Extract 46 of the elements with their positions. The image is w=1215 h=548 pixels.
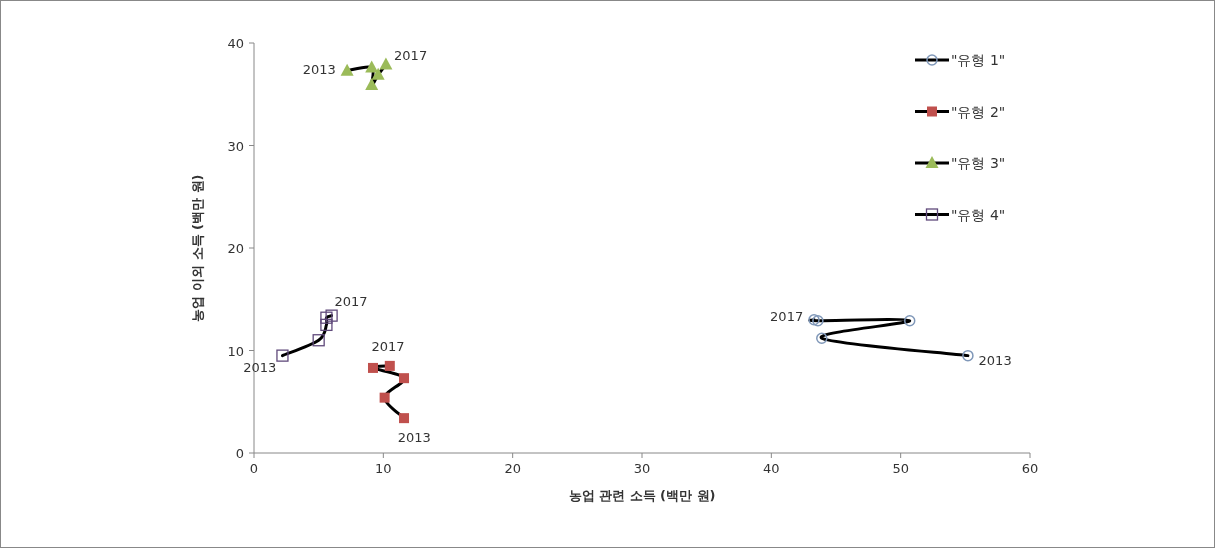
annotation: 2017 — [394, 48, 428, 64]
point — [384, 360, 395, 371]
point — [379, 57, 393, 70]
y-tick-label: 40 — [227, 36, 244, 51]
point — [325, 309, 338, 322]
point — [320, 311, 333, 324]
point — [816, 332, 828, 344]
y-tick-label: 30 — [227, 138, 244, 154]
x-tick-label: 40 — [763, 461, 780, 476]
x-tick-label: 30 — [633, 461, 651, 476]
point — [962, 349, 974, 362]
legend-label: "유형 2" — [951, 103, 1006, 120]
annotation: 2013 — [397, 429, 431, 445]
point — [903, 315, 916, 327]
point — [399, 413, 410, 424]
annotation: 2017 — [770, 308, 804, 324]
point — [367, 362, 378, 373]
annotation: 2013 — [302, 62, 336, 78]
point — [276, 349, 289, 362]
y-tick-label: 0 — [235, 446, 244, 461]
point — [365, 60, 379, 73]
y-tick-label: 10 — [227, 343, 244, 359]
y-axis-title: 농업 이외 소득 (백만 원) — [190, 174, 205, 322]
point — [365, 78, 379, 91]
point — [808, 314, 820, 326]
legend-label: "유형 3" — [951, 155, 1006, 171]
x-tick-label: 10 — [375, 461, 392, 476]
point — [399, 373, 410, 384]
annotation: 2017 — [371, 338, 405, 354]
x-tick-label: 20 — [504, 461, 521, 476]
y-tick-label: 20 — [227, 241, 244, 256]
annotation: 2013 — [978, 353, 1012, 369]
point — [320, 318, 333, 332]
x-tick-label: 60 — [1021, 461, 1039, 476]
legend-label: "유형 1" — [951, 52, 1006, 68]
point — [812, 315, 824, 327]
point — [371, 67, 385, 80]
annotation: 2017 — [334, 294, 368, 310]
annotation: 2013 — [243, 360, 277, 376]
legend-label: "유형 4" — [951, 206, 1006, 223]
point — [340, 63, 354, 76]
point — [312, 334, 325, 347]
x-tick-label: 50 — [892, 461, 909, 476]
x-tick-label: 0 — [249, 461, 259, 476]
x-axis-title: 농업 관련 소득 (백만 원) — [568, 488, 716, 503]
point — [379, 392, 390, 403]
